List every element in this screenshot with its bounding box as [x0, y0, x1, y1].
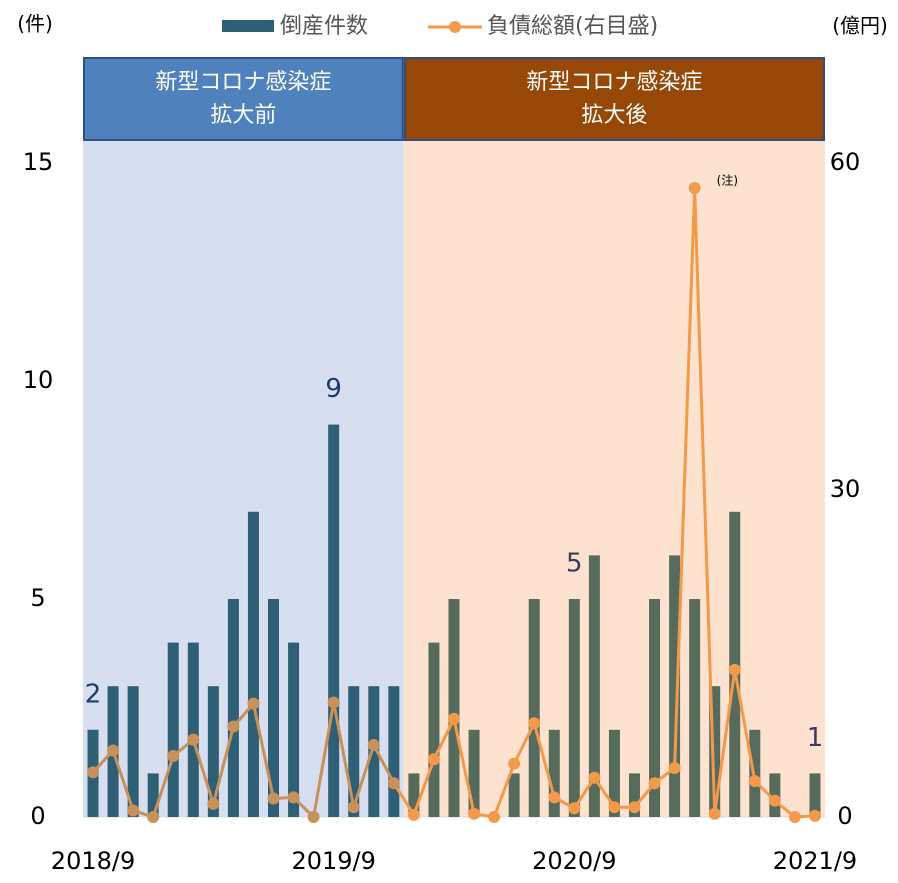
line-point — [127, 804, 140, 817]
line-point — [648, 777, 661, 790]
bar — [328, 424, 340, 817]
bar — [167, 642, 179, 817]
data-label: 5 — [566, 549, 583, 579]
line-point — [508, 757, 521, 770]
bar — [428, 642, 440, 817]
y2-tick-label: 0 — [837, 802, 852, 830]
line-point — [167, 749, 180, 762]
bar — [628, 773, 640, 817]
line-point — [327, 696, 340, 709]
line-point — [267, 792, 280, 805]
legend-label: 倒産件数 — [280, 14, 368, 39]
line-point — [147, 811, 160, 823]
line-point — [107, 744, 120, 757]
bar — [468, 729, 480, 817]
line-connector — [392, 782, 416, 816]
legend-swatch — [449, 21, 461, 33]
bar — [669, 555, 681, 817]
legend-label: 負債総額(右目盛) — [487, 14, 658, 39]
bar — [147, 773, 159, 817]
y2-axis-label: (億円) — [832, 14, 888, 38]
y-tick-label: 0 — [30, 802, 45, 830]
bar — [528, 599, 540, 817]
bar — [608, 729, 620, 817]
bar — [448, 599, 460, 817]
line-point — [427, 753, 440, 766]
bar — [268, 599, 280, 817]
bar — [408, 773, 420, 817]
line-point — [808, 809, 821, 822]
line — [91, 700, 396, 821]
period-label: 新型コロナ感染症 — [526, 70, 702, 95]
bar — [288, 642, 300, 817]
line-point — [307, 811, 320, 823]
line-point — [207, 797, 220, 810]
data-label: 1 — [807, 723, 824, 753]
period-header — [403, 57, 825, 141]
bar — [388, 686, 400, 817]
line-point — [668, 761, 681, 774]
data-label: 9 — [325, 374, 342, 404]
line-point — [588, 771, 601, 784]
y-tick-label: 10 — [23, 366, 54, 394]
bar — [368, 686, 380, 817]
line-point — [407, 808, 420, 821]
bar — [227, 599, 239, 817]
annotation: (注) — [717, 173, 738, 188]
line-point — [608, 801, 621, 814]
period-label: 新型コロナ感染症 — [155, 70, 331, 95]
bar — [568, 599, 580, 817]
bar — [127, 686, 139, 817]
line-point — [728, 663, 741, 676]
bar — [187, 642, 199, 817]
line-point — [688, 182, 701, 195]
line-point — [247, 697, 260, 710]
line-point — [768, 794, 781, 807]
line-point — [748, 775, 761, 788]
line-point — [628, 801, 641, 814]
x-tick-label: 2020/9 — [532, 847, 616, 875]
bar — [809, 773, 821, 817]
y-tick-label: 5 — [30, 584, 45, 612]
line-point — [367, 739, 380, 752]
line-point — [788, 811, 801, 823]
line-point — [488, 811, 501, 823]
period-background — [403, 140, 825, 817]
y-tick-label: 15 — [23, 148, 54, 176]
bar — [548, 729, 560, 817]
y-axis-label: (件) — [17, 12, 53, 36]
period-label: 拡大前 — [210, 103, 276, 128]
line-point — [347, 801, 360, 814]
line-point — [468, 807, 481, 820]
y2-tick-label: 60 — [830, 148, 861, 176]
line-point — [708, 807, 721, 820]
line-point — [448, 712, 460, 725]
bar — [588, 555, 600, 817]
bar — [649, 599, 661, 817]
bar — [689, 599, 701, 817]
y2-tick-label: 30 — [830, 475, 861, 503]
x-tick-label: 2021/9 — [773, 847, 857, 875]
data-label: 2 — [85, 679, 102, 709]
line-point — [528, 717, 541, 730]
period-label: 拡大後 — [581, 103, 647, 128]
line-point — [187, 733, 200, 746]
bar — [207, 686, 219, 817]
line-point — [87, 766, 100, 779]
x-tick-label: 2018/9 — [51, 847, 135, 875]
bar — [508, 773, 520, 817]
legend-swatch — [222, 20, 274, 32]
bar — [709, 686, 721, 817]
bar — [348, 686, 360, 817]
line-point — [387, 777, 400, 790]
line-point — [227, 720, 240, 733]
bar — [247, 511, 259, 817]
line-point — [287, 791, 300, 804]
line-point — [548, 791, 561, 804]
period-header — [83, 57, 404, 141]
line-point — [568, 802, 581, 815]
x-tick-label: 2019/9 — [291, 847, 375, 875]
